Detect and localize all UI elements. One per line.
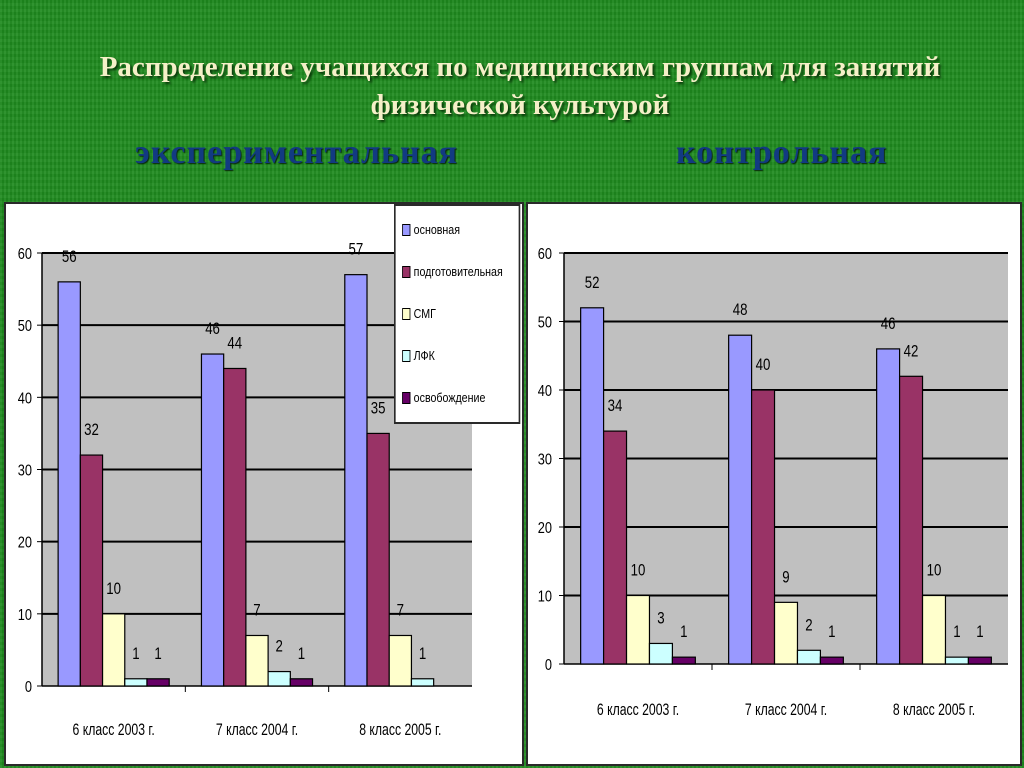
y-tick-label: 60: [538, 246, 552, 264]
legend-label: ЛФК: [413, 348, 435, 363]
bar: [388, 634, 413, 687]
bar: [796, 649, 822, 665]
y-tick-label: 30: [18, 462, 32, 480]
bar: [625, 594, 651, 665]
subtitle-control: контрольная: [676, 134, 888, 171]
bar: [57, 281, 81, 687]
bar: [728, 334, 753, 665]
data-label: 46: [205, 320, 220, 339]
bar: [101, 613, 126, 687]
legend-item: подготовительная: [402, 264, 503, 279]
slide-title: Распределение учащихся по медицинским гр…: [99, 51, 941, 121]
bar: [289, 678, 314, 687]
data-label: 10: [631, 561, 646, 580]
legend-item: ЛФК: [402, 348, 435, 363]
legend-swatch: [402, 349, 411, 362]
legend-item: СМГ: [402, 306, 436, 321]
bar: [79, 454, 104, 687]
y-tick-label: 60: [18, 246, 32, 264]
y-tick-label: 40: [538, 383, 552, 401]
y-tick-label: 0: [545, 657, 552, 675]
data-label: 9: [782, 568, 789, 587]
y-tick-label: 20: [538, 520, 552, 538]
data-label: 57: [349, 240, 364, 259]
data-label: 2: [276, 637, 283, 656]
data-label: 7: [253, 601, 260, 620]
bar: [944, 656, 970, 665]
data-label: 1: [154, 644, 161, 663]
legend-item: основная: [402, 222, 460, 237]
data-label: 35: [371, 399, 386, 418]
bar: [967, 656, 992, 665]
legend-item: освобождение: [402, 390, 485, 405]
y-tick-label: 50: [538, 314, 552, 332]
subtitle-experimental: экспериментальная: [135, 134, 458, 171]
bar: [671, 656, 696, 665]
y-tick-label: 0: [25, 679, 32, 697]
data-label: 10: [927, 561, 942, 580]
bar: [200, 353, 225, 687]
bar: [146, 678, 170, 687]
bar: [648, 642, 674, 665]
data-label: 1: [132, 644, 139, 663]
data-label: 42: [904, 342, 919, 361]
category-label: 6 класс 2003 г.: [597, 701, 679, 719]
data-label: 56: [62, 247, 77, 266]
y-tick-label: 10: [18, 607, 32, 625]
bar: [921, 594, 947, 665]
data-label: 1: [419, 644, 426, 663]
data-label: 1: [680, 623, 687, 642]
bar: [267, 670, 291, 687]
category-label: 7 класс 2004 г.: [745, 701, 827, 719]
legend-label: СМГ: [413, 306, 436, 321]
category-label: 7 класс 2004 г.: [216, 721, 298, 739]
bar: [366, 432, 390, 687]
data-label: 10: [106, 579, 121, 598]
bar: [245, 634, 269, 687]
category-label: 8 класс 2005 г.: [893, 701, 975, 719]
data-label: 34: [608, 397, 623, 416]
category-label: 8 класс 2005 г.: [359, 721, 441, 739]
data-label: 3: [657, 609, 664, 628]
data-label: 32: [84, 421, 99, 440]
legend-label: подготовительная: [413, 264, 503, 279]
bar: [580, 307, 605, 665]
legend-label: основная: [413, 222, 461, 237]
y-tick-label: 50: [18, 318, 32, 336]
data-label: 7: [397, 601, 404, 620]
data-label: 52: [585, 273, 600, 292]
bar: [819, 656, 844, 665]
bar: [876, 348, 901, 665]
y-tick-label: 30: [538, 451, 552, 469]
y-tick-label: 40: [18, 390, 32, 408]
data-label: 2: [805, 616, 812, 635]
data-label: 1: [976, 623, 983, 642]
bar: [344, 274, 368, 687]
category-label: 6 класс 2003 г.: [73, 721, 155, 739]
data-label: 40: [756, 356, 771, 375]
bar: [124, 678, 148, 687]
legend-swatch: [402, 265, 411, 278]
bar: [750, 389, 776, 665]
data-label: 1: [828, 623, 835, 642]
legend-swatch: [402, 307, 411, 320]
chart-legend: основная подготовительная СМГ ЛФК освобожден…: [394, 204, 521, 424]
legend-swatch: [402, 223, 411, 236]
bar: [223, 367, 247, 687]
data-label: 48: [733, 301, 748, 320]
bar: [773, 601, 799, 665]
bar: [602, 430, 628, 665]
y-tick-label: 20: [18, 534, 32, 552]
data-label: 1: [953, 623, 960, 642]
legend-label: освобождение: [413, 390, 486, 405]
data-label: 44: [227, 334, 242, 353]
bar: [410, 678, 435, 687]
data-label: 46: [881, 314, 896, 333]
bar: [898, 375, 924, 665]
legend-swatch: [402, 391, 411, 404]
data-label: 1: [298, 644, 305, 663]
y-tick-label: 10: [538, 588, 552, 606]
